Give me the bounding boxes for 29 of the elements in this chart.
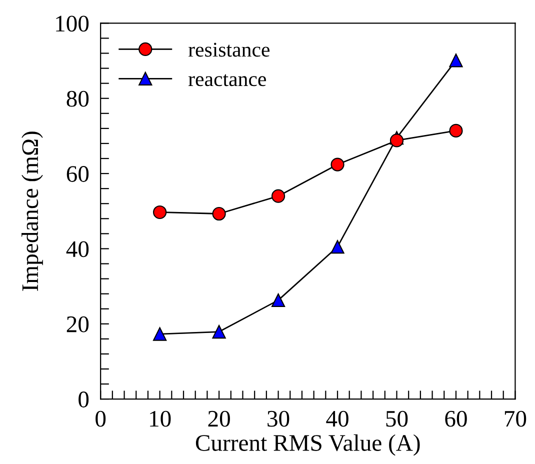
y-tick-label: 20 [66,316,89,332]
legend-label: resistance [188,42,270,57]
y-tick-label: 60 [66,166,89,182]
y-axis-title: Impedance (mΩ) [22,132,43,291]
point [271,293,286,307]
point [449,54,463,68]
x-tick-label: 30 [268,410,290,427]
x-tick-label: 60 [445,410,467,427]
point [153,205,167,220]
point [449,124,463,138]
point [330,158,344,172]
point [271,189,286,203]
point [212,206,226,221]
x-axis-title: Current RMS Value (A) [196,434,420,456]
y-tick-label: 80 [66,90,89,107]
y-tick-label: 40 [66,241,89,258]
x-tick-label: 50 [386,410,408,427]
y-tick-label: 100 [56,16,89,32]
point [330,240,344,254]
x-tick-label: 20 [208,410,230,427]
point [212,324,226,339]
point [153,327,167,341]
y-tick-label: 0 [78,392,89,408]
x-tick-label: 70 [504,410,526,427]
x-tick-label: 0 [96,410,106,427]
x-tick-label: 10 [150,410,171,427]
point [390,134,404,148]
legend-label: reactance [188,74,266,86]
x-tick-label: 40 [326,410,348,427]
